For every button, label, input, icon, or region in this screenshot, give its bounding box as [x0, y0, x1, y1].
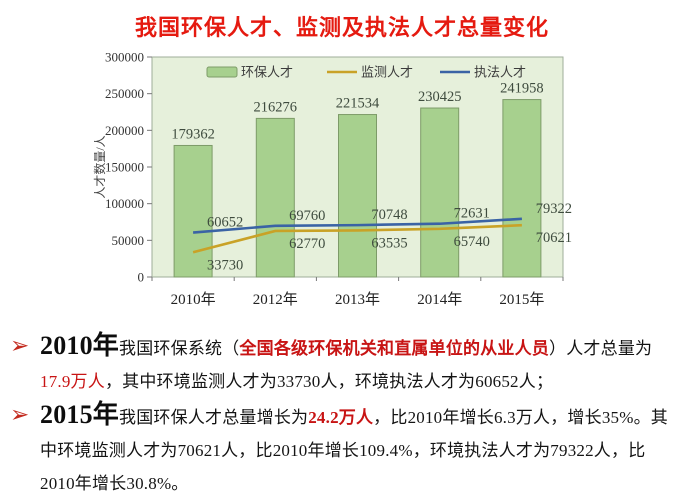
- legend-label: 监测人才: [361, 65, 413, 80]
- chart: 0 50000 100000 150000 200000 250000 300000 2010…: [92, 50, 572, 309]
- bullet-item: ➢ 2010年我国环保系统（全国各级环保机关和直属单位的从业人员）人才总量为 17.…: [10, 329, 672, 398]
- x-axis-label: 2013年: [335, 291, 380, 308]
- bar: [255, 117, 295, 278]
- y-tick-label: 250000: [105, 86, 144, 101]
- line-value-label: 79322: [536, 201, 572, 217]
- bullet-text-segment: ）人才总量为: [549, 339, 653, 358]
- bullet-text: 2010年我国环保系统（全国各级环保机关和直属单位的从业人员）人才总量为 17.9…: [40, 329, 672, 398]
- bar-value-label: 241958: [500, 81, 544, 97]
- bar: [338, 114, 377, 278]
- y-tick-label: 200000: [105, 123, 144, 138]
- bullet-text-segment: ，其中环境监测人才为33730人，环境执法人才为60652人；: [104, 372, 554, 391]
- bar-value-label: 221534: [336, 96, 380, 112]
- bullet-text-segment: 全国各级环保机关和直属单位的从业人员: [239, 339, 550, 358]
- line-series: [192, 217, 522, 234]
- bar-value-label: 230425: [418, 89, 462, 105]
- bar: [502, 99, 542, 278]
- line-value-label: 65740: [454, 234, 490, 250]
- bar: [173, 144, 213, 278]
- page-title: 我国环保人才、监测及执法人才总量变化: [134, 15, 549, 40]
- x-axis-label: 2010年: [171, 291, 216, 308]
- bullet-text-segment: 24.2万人: [308, 408, 374, 427]
- legend-label: 环保人才: [241, 65, 293, 80]
- line-value-label: 72631: [454, 206, 490, 222]
- bullet-item: ➢ 2015年我国环保人才总量增长为24.2万人，比2010年增长6.3万人，增长…: [10, 398, 672, 500]
- bullet-text-segment: ，比2010年增长6.3万人，增长35%。其中环境监测人才为70621人，比20…: [40, 408, 668, 493]
- y-tick-label: 0: [138, 270, 145, 285]
- y-tick-label: 300000: [105, 50, 144, 65]
- line-value-label: 70621: [536, 230, 572, 246]
- line-value-label: 63535: [371, 235, 407, 251]
- line-value-label: 62770: [289, 236, 325, 252]
- line-series: [192, 223, 522, 254]
- line-value-label: 69760: [289, 208, 325, 224]
- line-value-label: 70748: [371, 207, 407, 223]
- bullet-text-segment: 我国环保人才总量增长为: [119, 408, 309, 427]
- legend-label: 执法人才: [474, 65, 526, 80]
- x-axis-label: 2012年: [253, 291, 298, 308]
- legend-swatch-bar: [206, 66, 238, 78]
- x-axis-label: 2014年: [417, 291, 462, 308]
- bullet-text-segment: 我国环保系统（: [119, 339, 240, 358]
- bullet-list: ➢ 2010年我国环保系统（全国各级环保机关和直属单位的从业人员）人才总量为 17.…: [10, 329, 672, 500]
- y-tick-label: 150000: [105, 160, 144, 175]
- bar-value-label: 216276: [254, 99, 298, 115]
- y-tick-label: 50000: [112, 233, 145, 248]
- y-tick-label: 100000: [105, 196, 144, 211]
- x-axis-label: 2015年: [499, 291, 544, 308]
- bullet-text-segment: 17.9万人: [40, 372, 105, 391]
- line-value-label: 60652: [207, 215, 243, 231]
- line-value-label: 33730: [207, 257, 243, 273]
- y-axis-title: 人才数量/人: [92, 135, 107, 198]
- arrow-bullet-icon: ➢: [10, 333, 30, 359]
- arrow-bullet-icon: ➢: [10, 402, 30, 428]
- bullet-text-segment: 2010年: [40, 331, 120, 360]
- bar-value-label: 179362: [171, 126, 215, 142]
- bullet-text-segment: 2015年: [40, 400, 120, 429]
- bullet-text: 2015年我国环保人才总量增长为24.2万人，比2010年增长6.3万人，增长3…: [40, 398, 672, 500]
- bar: [420, 107, 460, 278]
